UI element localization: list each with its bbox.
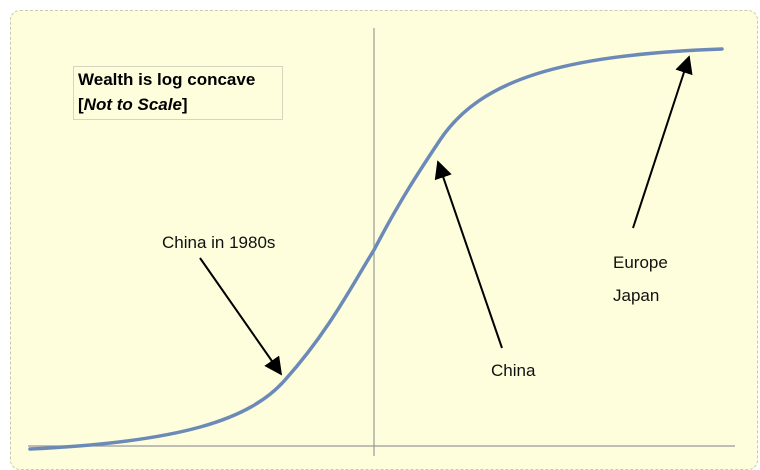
label-china-1980s: China in 1980s: [162, 233, 276, 252]
wealth-curve: [28, 47, 724, 451]
legend-bracket-open: [: [78, 95, 84, 114]
legend-subtitle-text: Not to Scale: [83, 95, 182, 114]
label-china: China: [491, 361, 536, 380]
arrow-china: [434, 160, 503, 349]
diagram-stage: Wealth is log concave [Not to Scale] Chi…: [10, 10, 758, 470]
arrow-europe-japan: [632, 55, 693, 229]
legend-subtitle: [Not to Scale]: [78, 92, 282, 118]
diagram-svg: [28, 28, 735, 456]
label-japan: Japan: [613, 286, 660, 305]
arrow-china-1980s: [199, 257, 283, 376]
legend-bracket-close: ]: [181, 95, 188, 114]
label-europe: Europe: [613, 253, 668, 272]
legend-title: Wealth is log concave: [78, 70, 256, 89]
legend-box: Wealth is log concave [Not to Scale]: [73, 66, 283, 120]
